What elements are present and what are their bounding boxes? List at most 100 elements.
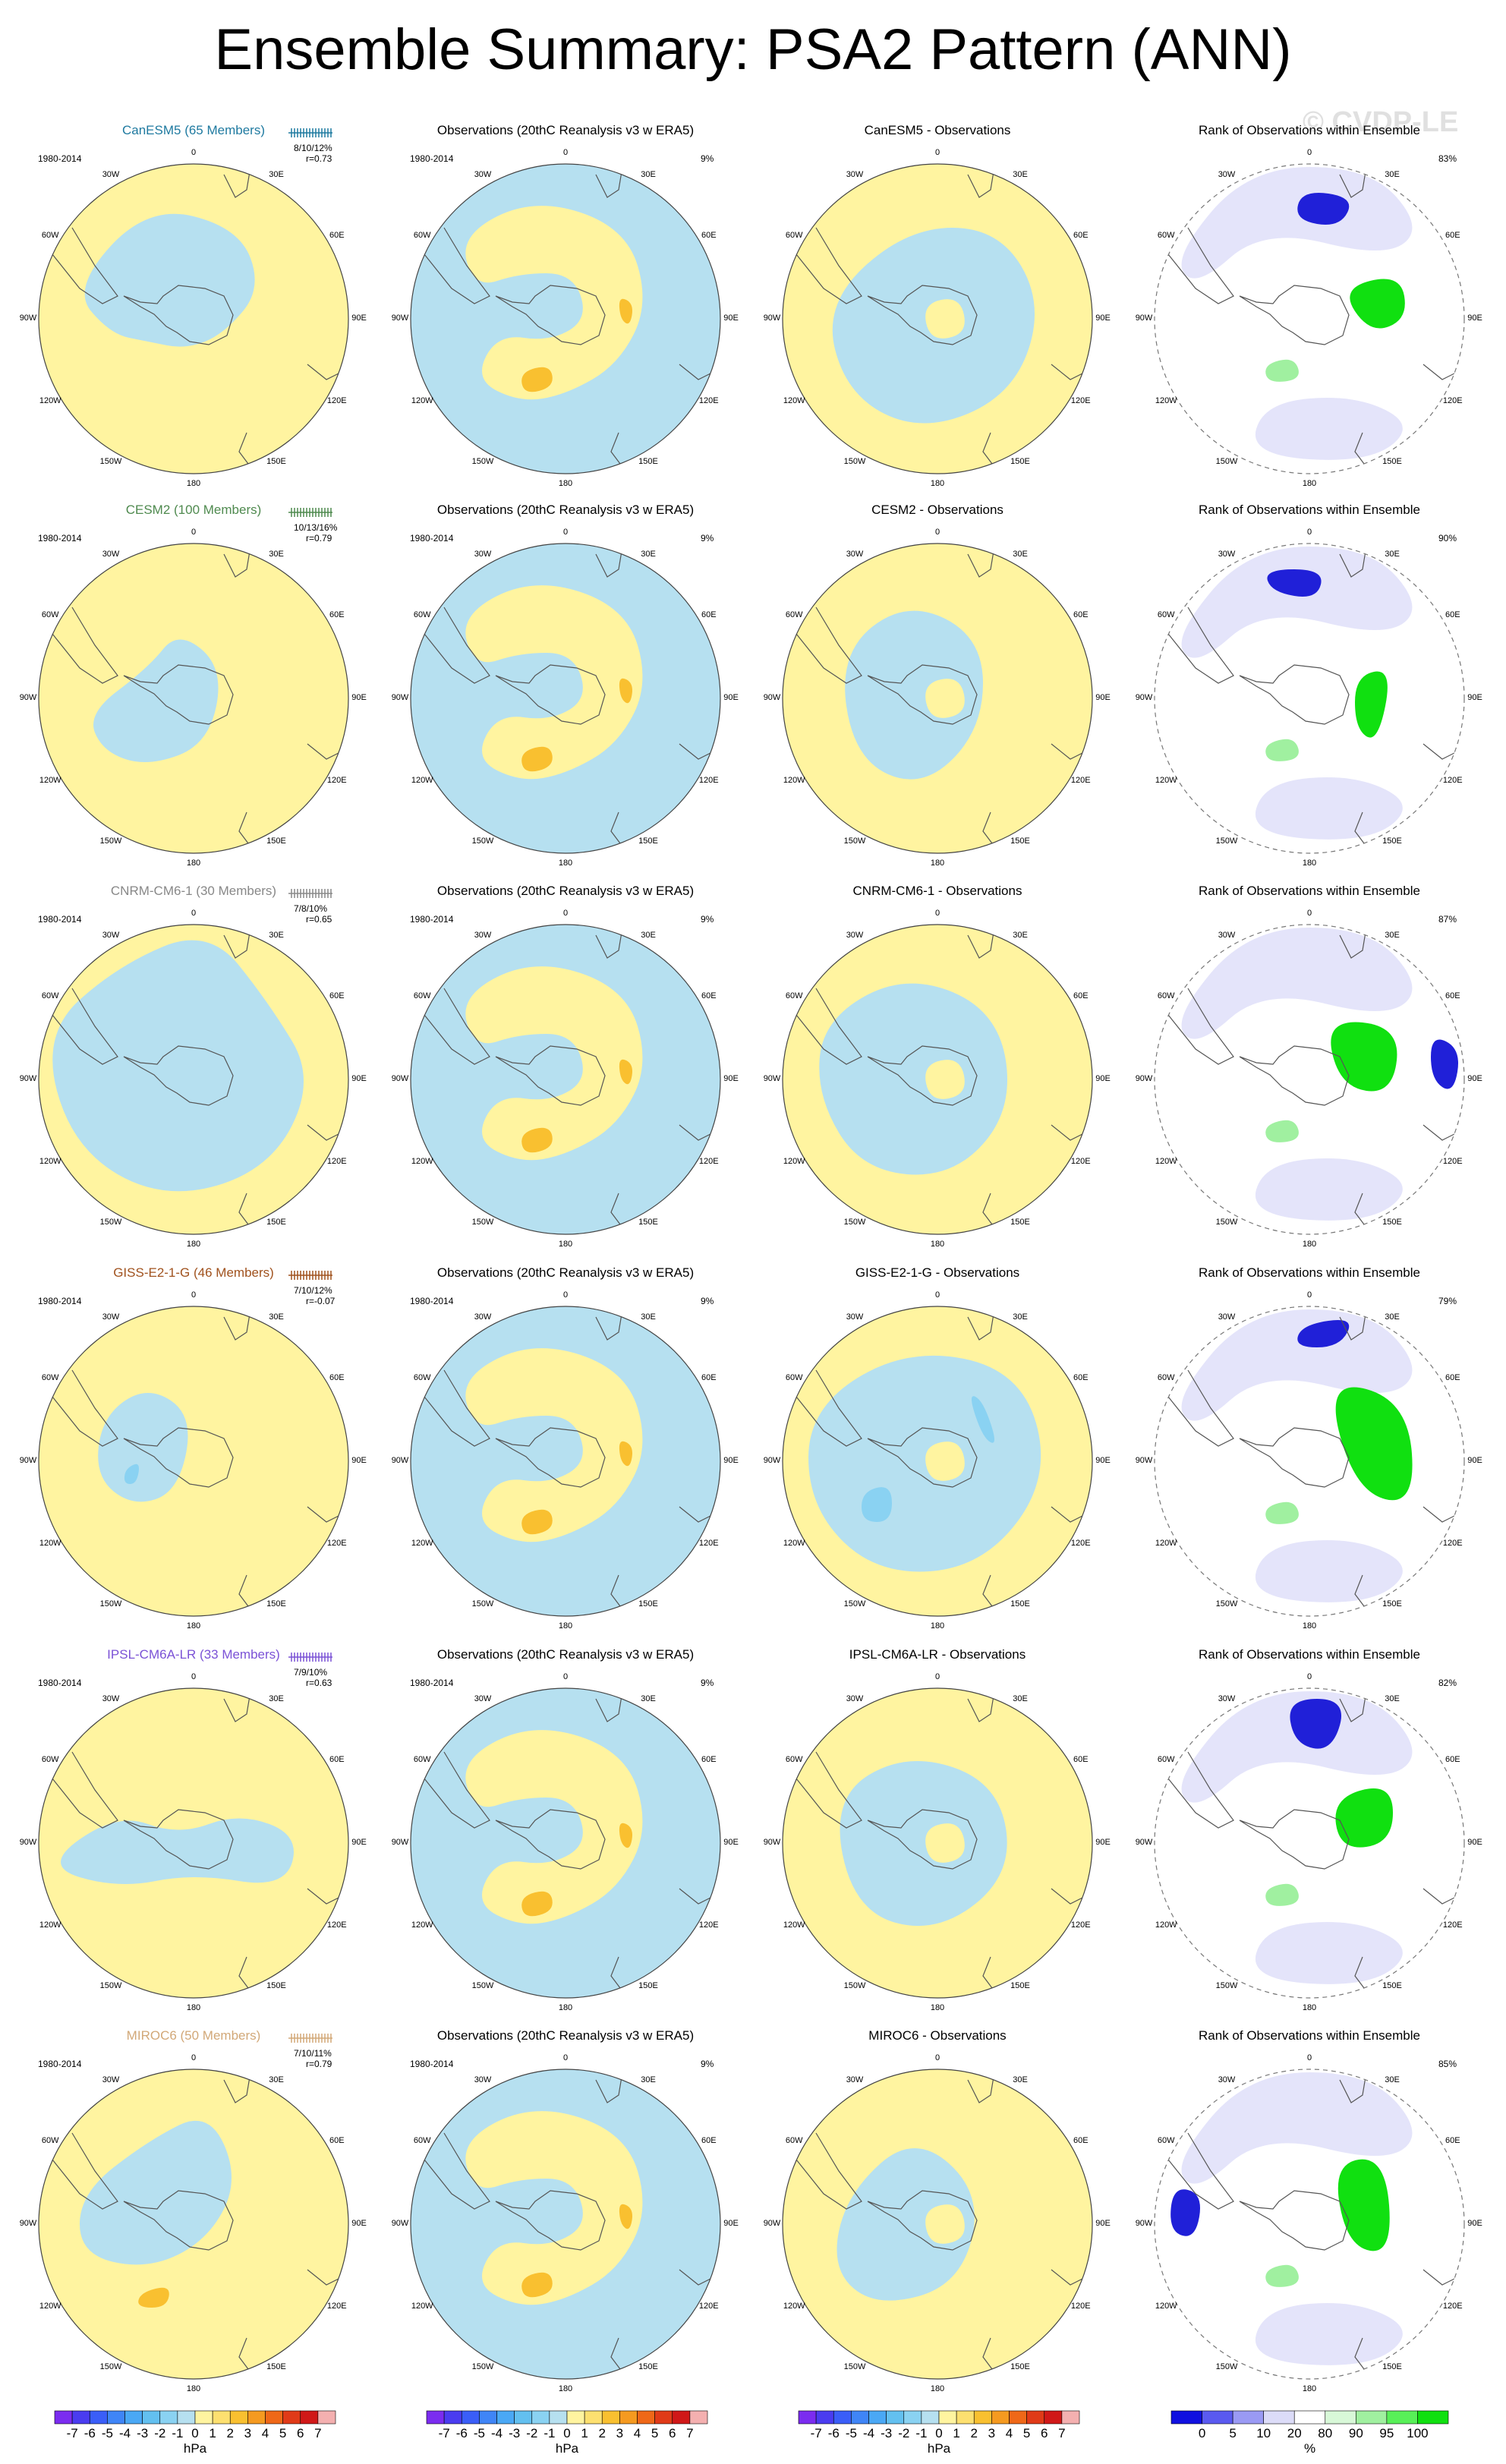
colorbar-swatch	[672, 2410, 691, 2425]
longitude-label: 90W	[391, 1838, 409, 1847]
longitude-label: 90E	[351, 314, 367, 323]
longitude-label: 60E	[1445, 2136, 1460, 2145]
antarctica-coastline	[495, 664, 606, 725]
anomaly-region	[1335, 1387, 1413, 1501]
obs-percent: 9%	[701, 1296, 714, 1306]
new-zealand-coastline	[1354, 2337, 1367, 2373]
longitude-label: 180	[1302, 1621, 1317, 1631]
difference-map	[782, 2069, 1093, 2380]
longitude-label: 120E	[698, 776, 719, 785]
longitude-label: 120E	[1442, 1157, 1463, 1166]
longitude-label: 90E	[1095, 1074, 1111, 1083]
anomaly-region	[1255, 2303, 1403, 2365]
colorbar-swatch	[1417, 2410, 1449, 2425]
antarctica-coastline	[1239, 2190, 1350, 2251]
colorbar-swatch	[973, 2410, 992, 2425]
antarctica-coastline	[867, 285, 978, 345]
longitude-label: 30W	[846, 1312, 864, 1322]
longitude-label: 60E	[1445, 231, 1460, 240]
map-boundary	[410, 2069, 721, 2380]
australia-coastline	[679, 1124, 714, 1141]
longitude-label: 180	[186, 2384, 201, 2393]
colorbar-tick-label: -3	[137, 2426, 149, 2440]
south-america-coastline	[49, 2132, 118, 2210]
longitude-label: 120E	[326, 1920, 347, 1930]
longitude-label: 0	[934, 148, 940, 157]
map-boundary	[782, 1687, 1093, 1999]
member-spread-whisker	[288, 128, 332, 137]
longitude-label: 30E	[269, 170, 284, 180]
longitude-label: 30E	[1385, 550, 1400, 559]
pattern-correlation: r=-0.07	[306, 1296, 336, 1306]
anomaly-region	[1255, 1922, 1403, 1984]
south-america-coastline	[1164, 988, 1234, 1065]
antarctica-coastline	[1239, 1809, 1350, 1870]
model-pattern-map	[38, 924, 349, 1235]
longitude-label: 90E	[1467, 2219, 1482, 2228]
colorbar-swatch	[443, 2410, 462, 2425]
longitude-label: 150W	[843, 456, 866, 466]
colorbar-swatch	[1232, 2410, 1264, 2425]
longitude-label: 180	[930, 479, 945, 488]
longitude-label: 0	[934, 909, 940, 918]
period-label: 1980-2014	[410, 2059, 454, 2069]
longitude-label: 120W	[411, 2302, 433, 2311]
anomaly-region	[619, 298, 632, 324]
longitude-label: 60W	[1157, 1373, 1175, 1382]
longitude-label: 150W	[843, 836, 866, 846]
longitude-label: 30W	[102, 2075, 120, 2085]
australia-coastline	[1423, 364, 1458, 380]
australia-coastline	[307, 1888, 342, 1905]
longitude-label: 30E	[1385, 2075, 1400, 2085]
longitude-label: 180	[1302, 1240, 1317, 1249]
longitude-label: 30W	[102, 1312, 120, 1322]
colorbar-tick-label: 0	[935, 2426, 943, 2440]
colorbar-swatch	[177, 2410, 196, 2425]
longitude-label: 120W	[783, 1157, 805, 1166]
colorbar-tick-label: 5	[1229, 2426, 1237, 2440]
longitude-label: 60W	[41, 2136, 59, 2145]
longitude-label: 150W	[99, 1980, 122, 1990]
diff-title: GISS-E2-1-G - Observations	[855, 1265, 1020, 1280]
longitude-label: 30E	[641, 1694, 656, 1704]
difference-map	[782, 924, 1093, 1235]
colorbar-tick-label: -4	[862, 2426, 875, 2440]
longitude-label: 120E	[326, 1157, 347, 1166]
longitude-label: 120W	[1155, 396, 1177, 405]
colorbar-tick-label: -6	[83, 2426, 96, 2440]
colorbar-tick-label: -5	[845, 2426, 857, 2440]
australia-coastline	[1051, 1888, 1086, 1905]
colorbar-unit: hPa	[555, 2441, 579, 2456]
longitude-label: 120E	[1442, 396, 1463, 405]
longitude-label: 0	[1306, 1672, 1312, 1681]
new-zealand-coastline	[1354, 1193, 1367, 1228]
rank-title: Rank of Observations within Ensemble	[1199, 123, 1420, 137]
anomaly-region	[521, 746, 553, 772]
anomaly-region	[1337, 2159, 1390, 2251]
longitude-label: 60W	[413, 231, 431, 240]
longitude-label: 0	[562, 2053, 569, 2062]
colorbar-swatch	[601, 2410, 620, 2425]
model-title: CESM2 (100 Members)	[125, 503, 262, 517]
antarctica-coastline	[867, 1427, 978, 1488]
obs-title: Observations (20thC Reanalysis v3 w ERA5…	[436, 123, 695, 137]
rank-title: Rank of Observations within Ensemble	[1199, 884, 1420, 898]
longitude-label: 60E	[701, 610, 717, 619]
africa-coastline	[967, 166, 995, 198]
longitude-label: 150W	[99, 1599, 122, 1609]
anomaly-region	[84, 213, 255, 347]
longitude-label: 120E	[1070, 1539, 1091, 1548]
map-boundary	[410, 543, 721, 854]
antarctica-coastline	[495, 1427, 606, 1488]
south-america-coastline	[421, 1369, 490, 1447]
anomaly-region	[1431, 1039, 1458, 1089]
longitude-label: 150E	[1010, 836, 1030, 846]
longitude-label: 150E	[266, 2362, 286, 2371]
colorbar-tick-label: -7	[66, 2426, 78, 2440]
anomaly-region	[521, 1127, 553, 1153]
colorbar-swatch	[54, 2410, 73, 2425]
longitude-label: 60W	[785, 2136, 803, 2145]
longitude-label: 180	[930, 2003, 945, 2012]
longitude-label: 120E	[326, 776, 347, 785]
period-label: 1980-2014	[38, 153, 82, 164]
